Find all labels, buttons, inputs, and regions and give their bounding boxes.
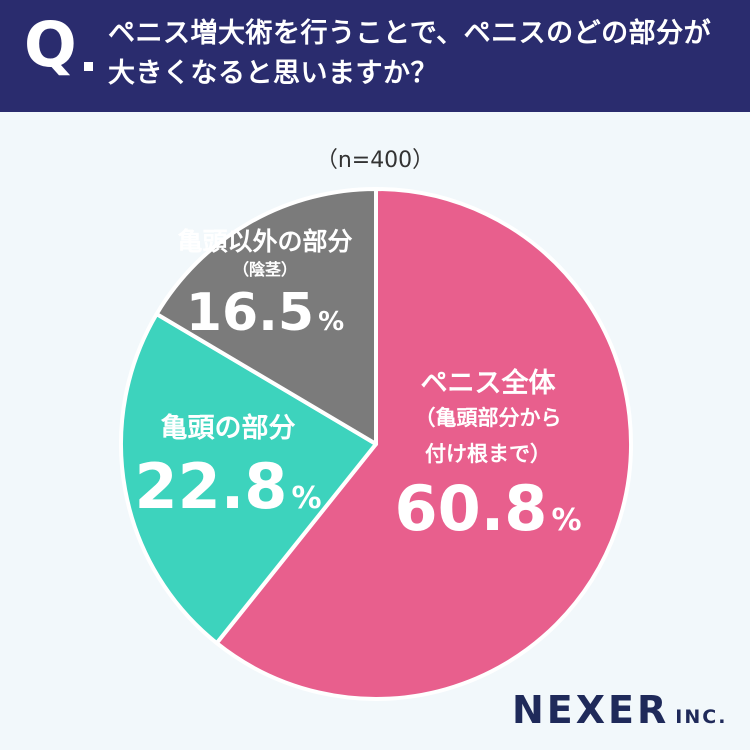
q-mark: Q [24, 8, 77, 81]
pie-slice-1 [214, 187, 633, 701]
slice-label-2: 亀頭の部分 [161, 412, 296, 444]
logo-main-text: NEXER [512, 688, 670, 732]
slice-sublabel-3-a: （陰茎） [233, 260, 297, 279]
question-header: Q ペニス増大術を行うことで、ペニスのどの部分が 大きくなると思いますか？ [0, 0, 750, 112]
slice-sublabel-1-b: 付け根まで） [425, 442, 551, 466]
pie-slices [119, 187, 633, 701]
question-line-1: ペニス増大術を行うことで、ペニスのどの部分が [108, 18, 712, 49]
question-line-2: 大きくなると思いますか？ [108, 58, 438, 89]
slice-value-2: 22.8% [134, 450, 321, 523]
slice-value-3: 16.5% [186, 283, 344, 343]
pie-slice-3 [154, 187, 378, 446]
sample-size-label: （n=400） [315, 148, 435, 173]
slice-value-1: 60.8% [394, 472, 581, 545]
slice-label-1: ペニス全体 [421, 367, 557, 399]
q-dot [84, 62, 93, 71]
logo-sub-text: INC. [675, 706, 728, 728]
pie-slice-2 [119, 311, 378, 646]
nexer-logo: NEXER INC. [512, 688, 727, 732]
slice-sublabel-1-a: （亀頭部分から [415, 406, 562, 430]
question-text: ペニス増大術を行うことで、ペニスのどの部分が 大きくなると思いますか？ [108, 14, 738, 94]
slice-label-3: 亀頭以外の部分 [177, 227, 352, 256]
